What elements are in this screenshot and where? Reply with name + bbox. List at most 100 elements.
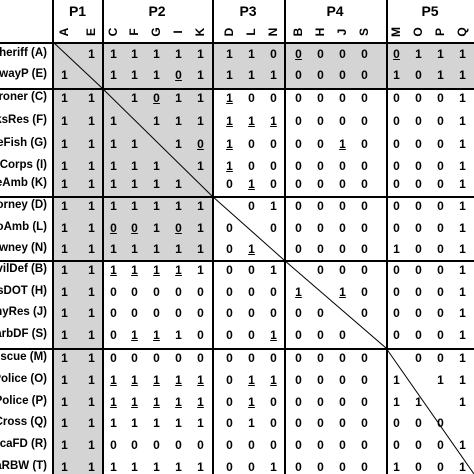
matrix-cell: 1 (459, 460, 466, 474)
matrix-cell: 1 (153, 221, 160, 235)
phase-row-divider (0, 196, 474, 198)
matrix-cell: 0 (248, 351, 255, 365)
matrix-cell: 1 (197, 221, 204, 235)
matrix-cell: 0 (361, 137, 368, 151)
matrix-cell: 0 (361, 438, 368, 452)
matrix-cell: 0 (317, 373, 324, 387)
matrix-cell: 1 (459, 351, 466, 365)
matrix-cell: 0 (339, 438, 346, 452)
matrix-cell: 1 (270, 114, 277, 128)
matrix-cell: 0 (317, 114, 324, 128)
matrix-cell: 1 (61, 68, 68, 82)
matrix-cell: 0 (415, 328, 422, 342)
matrix-cell: 1 (88, 328, 95, 342)
matrix-cell: 0 (110, 351, 117, 365)
matrix-cell: 1 (393, 242, 400, 256)
matrix-cell: 0 (437, 306, 444, 320)
matrix-cell: 0 (339, 68, 346, 82)
matrix-cell: 0 (437, 242, 444, 256)
matrix-cell: 1 (88, 395, 95, 409)
matrix-cell: 1 (61, 351, 68, 365)
matrix-cell: 0 (248, 285, 255, 299)
matrix-cell: 1 (197, 416, 204, 430)
matrix-cell: 1 (110, 395, 117, 409)
column-label: Q (455, 27, 469, 37)
matrix-cell: 0 (175, 68, 182, 82)
matrix-cell: 0 (361, 416, 368, 430)
row-label: mmyCorps (I) (0, 159, 47, 171)
matrix-cell: 1 (197, 242, 204, 256)
matrix-cell: 0 (197, 285, 204, 299)
column-label: H (313, 27, 327, 37)
matrix-cell: 1 (459, 242, 466, 256)
matrix-cell: 1 (131, 47, 138, 61)
matrix-cell: 1 (88, 242, 95, 256)
matrix-cell: 0 (339, 351, 346, 365)
matrix-cell: 1 (110, 177, 117, 191)
matrix-cell: 0 (339, 416, 346, 430)
matrix-cell: 1 (131, 416, 138, 430)
matrix-cell: 0 (437, 221, 444, 235)
matrix-cell: 1 (131, 328, 138, 342)
matrix-cell: 0 (226, 416, 233, 430)
matrix-cell: 0 (226, 263, 233, 277)
matrix-cell: 1 (459, 114, 466, 128)
matrix-cell: 0 (110, 221, 117, 235)
matrix-cell: 0 (361, 68, 368, 82)
matrix-cell: 1 (248, 114, 255, 128)
matrix-cell: 1 (226, 114, 233, 128)
matrix-cell: 0 (339, 47, 346, 61)
matrix-cell: 0 (393, 285, 400, 299)
matrix-cell: 1 (226, 91, 233, 105)
matrix-cell: 0 (226, 177, 233, 191)
matrix-cell: 1 (248, 416, 255, 430)
matrix-cell: 0 (295, 137, 302, 151)
matrix-cell: 1 (88, 114, 95, 128)
matrix-cell: 1 (88, 351, 95, 365)
matrix-cell: 1 (437, 373, 444, 387)
matrix-cell: 0 (248, 199, 255, 213)
column-label: I (171, 30, 185, 34)
matrix-cell: 1 (153, 416, 160, 430)
matrix-cell: 1 (153, 159, 160, 173)
matrix-cell: 1 (153, 328, 160, 342)
matrix-cell: 1 (197, 373, 204, 387)
matrix-cell: 0 (295, 68, 302, 82)
matrix-cell: 1 (459, 199, 466, 213)
matrix-cell: 0 (361, 285, 368, 299)
matrix-cell: 0 (317, 91, 324, 105)
matrix-cell: 1 (226, 47, 233, 61)
column-label: P (433, 28, 447, 37)
matrix-cell: 0 (339, 114, 346, 128)
shade-row-p1-p5 (386, 42, 474, 88)
matrix-cell: 0 (317, 221, 324, 235)
matrix-cell: 0 (437, 114, 444, 128)
phase-header: P2 (148, 3, 166, 19)
matrix-cell: 0 (415, 137, 422, 151)
matrix-cell: 1 (131, 159, 138, 173)
matrix-cell: 1 (110, 114, 117, 128)
matrix-cell: 0 (361, 221, 368, 235)
matrix-cell: 0 (295, 114, 302, 128)
matrix-cell: 1 (437, 68, 444, 82)
matrix-cell: 1 (175, 416, 182, 430)
phase-header: P5 (421, 3, 439, 19)
matrix-cell: 0 (437, 351, 444, 365)
matrix-cell: 1 (175, 177, 182, 191)
matrix-cell: 1 (88, 47, 95, 61)
phase-col-divider (284, 0, 286, 474)
matrix-cell: 1 (393, 68, 400, 82)
matrix-cell: 0 (110, 285, 117, 299)
matrix-cell: 0 (339, 177, 346, 191)
row-label: CivilDef (B) (0, 263, 47, 275)
matrix-cell: 1 (153, 68, 160, 82)
matrix-cell: 0 (361, 373, 368, 387)
matrix-cell: 0 (270, 351, 277, 365)
matrix-cell: 0 (361, 306, 368, 320)
matrix-cell: 0 (317, 159, 324, 173)
matrix-cell: 0 (415, 68, 422, 82)
matrix-cell: 0 (437, 263, 444, 277)
matrix-cell: 1 (393, 460, 400, 474)
matrix-cell: 0 (295, 242, 302, 256)
matrix-cell: 0 (393, 328, 400, 342)
